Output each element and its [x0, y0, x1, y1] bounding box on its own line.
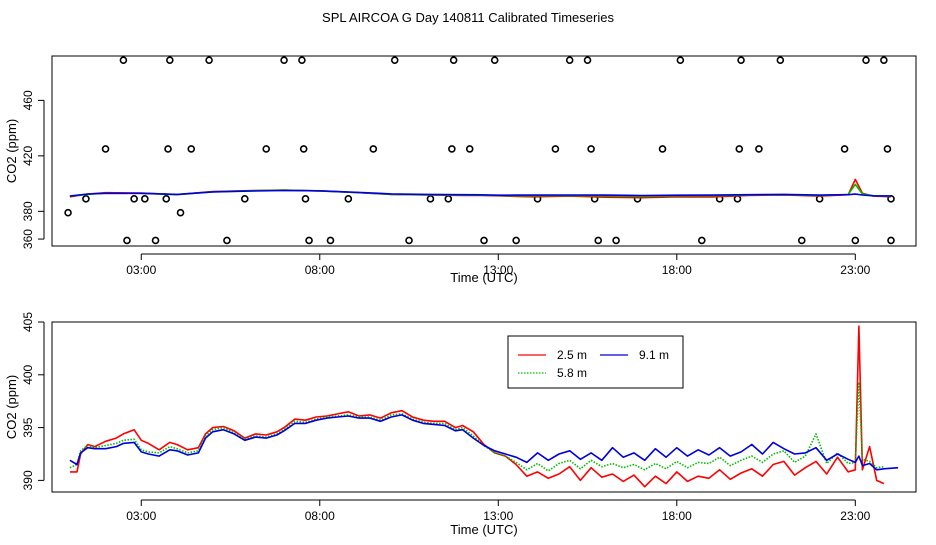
data-point-circle — [369, 145, 378, 153]
top-plot-frame — [51, 55, 917, 247]
data-point-circle — [101, 145, 110, 153]
data-point-circle — [737, 56, 745, 64]
data-point-circle — [187, 145, 196, 153]
data-point-circle — [162, 195, 171, 203]
data-point-circle — [82, 195, 90, 203]
bottom-x-tick-label: 13:00 — [483, 509, 513, 523]
bottom-panel: 03:00 08:00 13:00 18:00 23:00 390 395 400 405 Ti… — [4, 312, 917, 537]
data-point-circle — [151, 236, 160, 245]
data-point-circle — [444, 195, 453, 203]
data-point-circle — [298, 56, 306, 64]
data-point-circle — [658, 145, 667, 153]
data-point-circle — [326, 236, 335, 245]
data-point-circle — [583, 56, 592, 64]
bottom-x-tick-label: 23:00 — [840, 509, 870, 523]
figure-title: SPL AIRCOA G Day 140811 Calibrated Times… — [322, 10, 614, 25]
series-line-9-1-m — [69, 414, 899, 471]
data-point-circle — [587, 145, 595, 153]
legend-label-5-8m: 5.8 m — [557, 366, 587, 380]
bottom-plot-marks — [69, 325, 899, 488]
top-x-axis-label: Time (UTC) — [450, 270, 517, 285]
data-point-circle — [405, 236, 413, 245]
top-y-axis-label: CO2 (ppm) — [4, 119, 19, 183]
series-line-2-5-m — [69, 325, 885, 488]
bottom-x-tick-label: 18:00 — [662, 509, 692, 523]
data-point-circle — [176, 208, 185, 217]
data-point-circle — [305, 236, 313, 245]
legend-label-9-1m: 9.1 m — [639, 348, 669, 362]
top-x-tick-label: 03:00 — [126, 263, 156, 277]
data-point-circle — [449, 56, 458, 64]
legend: 2.5 m 5.8 m 9.1 m — [507, 335, 684, 389]
top-y-tick-label: 460 — [21, 90, 35, 110]
data-point-circle — [612, 236, 620, 245]
data-point-circle — [594, 236, 603, 245]
top-plot-axes: 03:00 08:00 13:00 18:00 23:00 360 380 420 460 — [21, 90, 871, 277]
data-point-circle — [733, 195, 742, 203]
data-point-circle — [166, 56, 174, 64]
data-point-circle — [205, 56, 213, 64]
data-point-circle — [390, 56, 399, 64]
bottom-y-tick-label: 400 — [21, 364, 35, 384]
data-point-circle — [426, 195, 435, 203]
top-y-tick-label: 420 — [21, 146, 35, 166]
legend-box — [507, 335, 684, 389]
bottom-x-axis-label: Time (UTC) — [450, 522, 517, 537]
bottom-plot-axes: 03:00 08:00 13:00 18:00 23:00 390 395 400 405 — [21, 312, 871, 523]
bottom-y-tick-label: 405 — [21, 312, 35, 332]
bottom-x-tick-label: 03:00 — [126, 509, 156, 523]
data-point-circle — [862, 56, 870, 64]
bottom-plot-frame — [51, 321, 917, 493]
data-point-circle — [301, 195, 310, 203]
data-point-circle — [490, 56, 499, 64]
data-point-circle — [480, 236, 488, 245]
bottom-y-axis-label: CO2 (ppm) — [4, 375, 19, 439]
data-point-circle — [851, 236, 860, 245]
series-line-5-8-m — [69, 381, 885, 472]
data-point-circle — [735, 145, 744, 153]
data-point-circle — [776, 56, 785, 64]
data-point-circle — [240, 195, 249, 203]
data-point-circle — [883, 145, 892, 153]
data-point-circle — [797, 236, 806, 245]
top-x-tick-label: 08:00 — [305, 263, 335, 277]
bottom-y-tick-label: 390 — [21, 470, 35, 490]
data-point-circle — [512, 236, 520, 245]
data-point-circle — [64, 208, 72, 217]
top-x-tick-label: 13:00 — [483, 263, 513, 277]
data-point-circle — [840, 145, 849, 153]
data-point-circle — [262, 145, 271, 153]
data-point-circle — [465, 145, 474, 153]
top-y-tick-label: 360 — [21, 229, 35, 249]
bottom-x-tick-label: 08:00 — [305, 509, 335, 523]
data-point-circle — [130, 195, 138, 203]
data-point-circle — [223, 236, 231, 245]
top-panel: 03:00 08:00 13:00 18:00 23:00 360 380 420 460 Ti… — [4, 55, 917, 285]
data-point-circle — [755, 145, 763, 153]
data-point-circle — [299, 145, 308, 153]
data-point-circle — [141, 195, 149, 203]
data-point-circle — [123, 236, 131, 245]
data-point-circle — [880, 56, 888, 64]
top-x-tick-label: 18:00 — [662, 263, 692, 277]
data-point-circle — [119, 56, 128, 64]
data-point-circle — [551, 145, 560, 153]
data-point-circle — [164, 145, 172, 153]
data-point-circle — [448, 145, 456, 153]
data-point-circle — [344, 195, 353, 203]
bottom-y-tick-label: 395 — [21, 417, 35, 437]
top-y-tick-label: 380 — [21, 201, 35, 221]
series-line-9-1-m — [69, 189, 892, 197]
data-point-circle — [280, 56, 288, 64]
top-plot-marks — [64, 56, 895, 245]
legend-label-2-5m: 2.5 m — [557, 348, 587, 362]
data-point-circle — [887, 236, 895, 245]
data-point-circle — [697, 236, 706, 245]
data-point-circle — [565, 56, 574, 64]
top-x-tick-label: 23:00 — [840, 263, 870, 277]
data-point-circle — [676, 56, 685, 64]
